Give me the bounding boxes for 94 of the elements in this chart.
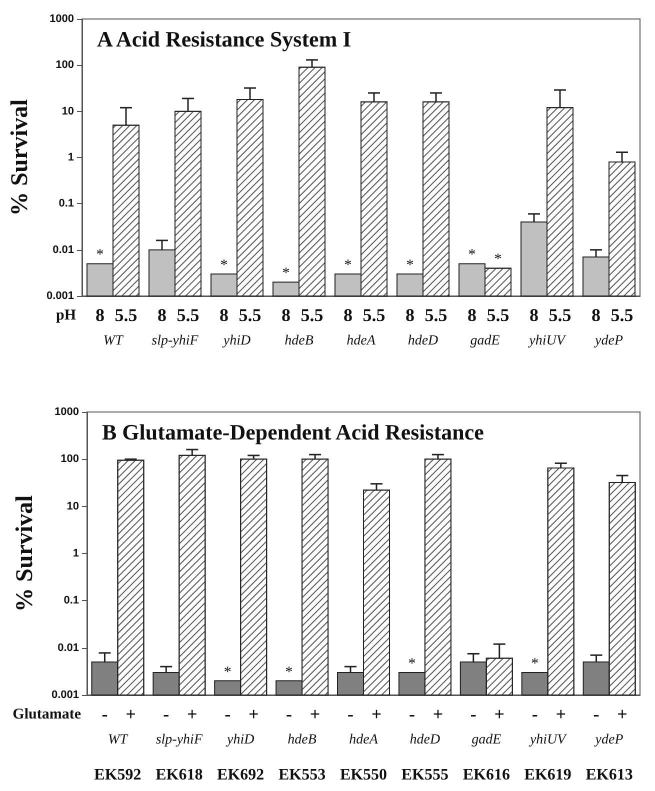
text: - bbox=[532, 704, 538, 724]
y-tick-label: 10 bbox=[62, 105, 74, 118]
text: 5.5 bbox=[176, 305, 200, 325]
x-tick-label: ydeP bbox=[593, 732, 624, 748]
y-tick-label: 1 bbox=[68, 152, 74, 164]
x-tick-label: hdeA bbox=[346, 334, 376, 348]
text: + bbox=[310, 704, 320, 724]
text: 5.5 bbox=[300, 305, 324, 325]
text: EK613 bbox=[586, 766, 633, 784]
series-label: + bbox=[126, 704, 136, 724]
data-label: * bbox=[406, 257, 414, 274]
x-tick-label: WT bbox=[108, 732, 129, 748]
y-tick-label: 0.001 bbox=[46, 290, 74, 302]
x-tick-label: WT bbox=[103, 334, 124, 348]
text: 8 bbox=[592, 305, 600, 325]
text: 8 bbox=[220, 305, 228, 325]
x-tick-label: hdeB bbox=[288, 732, 317, 748]
text: 8 bbox=[468, 305, 476, 325]
text: + bbox=[187, 704, 198, 724]
text: - bbox=[286, 704, 292, 724]
text: + bbox=[556, 704, 566, 724]
y-tick-label: 1000 bbox=[50, 13, 74, 25]
data-label: * bbox=[408, 656, 416, 672]
text: - bbox=[348, 704, 354, 724]
y-tick-label: 0.1 bbox=[64, 594, 79, 607]
data-label: * bbox=[531, 656, 539, 672]
x-tick-label: yhiUV bbox=[527, 334, 566, 348]
x-tick-label: gadE bbox=[472, 732, 502, 748]
data-label: * bbox=[282, 266, 290, 282]
text: - bbox=[593, 704, 600, 724]
chart-title: A Acid Resistance System I bbox=[97, 26, 352, 52]
text: EK553 bbox=[278, 766, 326, 784]
text: EK592 bbox=[94, 766, 142, 784]
text: 5.5 bbox=[238, 305, 262, 325]
text: + bbox=[494, 704, 505, 724]
y-tick-label: 100 bbox=[56, 59, 74, 72]
data-label: * bbox=[224, 664, 232, 680]
x-tick-label: gadE bbox=[470, 334, 500, 348]
x-tick-label: slp-yhiF bbox=[152, 334, 199, 348]
y-axis-title: % Survival bbox=[12, 494, 38, 612]
x-tick-label: yhiUV bbox=[528, 732, 568, 748]
y-tick-label: 0.01 bbox=[58, 642, 79, 654]
chart-title: B Glutamate-Dependent Acid Resistance bbox=[102, 420, 484, 444]
y-tick-label: 0.1 bbox=[58, 198, 74, 210]
x-tick-label: hdeD bbox=[410, 732, 440, 748]
text: - bbox=[163, 704, 170, 724]
x-tick-label: ydeP bbox=[593, 334, 624, 348]
text: - bbox=[408, 704, 415, 724]
y-tick-label: 0.001 bbox=[51, 689, 79, 701]
x-tick-label: hdeD bbox=[408, 334, 438, 348]
x-tick-label: yhiD bbox=[225, 732, 254, 748]
text: EK616 bbox=[462, 766, 510, 784]
y-tick-label: 0.01 bbox=[52, 244, 74, 256]
series-label: 8 bbox=[96, 305, 104, 325]
y-tick-label: 1 bbox=[72, 548, 79, 560]
text: 5.5 bbox=[424, 305, 448, 325]
text: 8 bbox=[158, 305, 166, 325]
x-axis-title: Glutamate bbox=[12, 706, 82, 722]
y-tick-label: 100 bbox=[60, 453, 79, 466]
text: 8 bbox=[406, 305, 414, 325]
data-label: * bbox=[220, 257, 228, 274]
x-tick-label: yhiD bbox=[221, 334, 251, 348]
data-label: * bbox=[96, 247, 104, 264]
data-label: * bbox=[494, 252, 502, 268]
text: + bbox=[432, 704, 444, 724]
text: EK555 bbox=[401, 766, 449, 784]
text: - bbox=[470, 704, 476, 724]
text: 5.5 bbox=[362, 305, 386, 325]
y-tick-label: 1000 bbox=[54, 406, 79, 418]
text: 5.5 bbox=[486, 305, 510, 325]
text: + bbox=[248, 704, 259, 724]
text: EK692 bbox=[217, 766, 264, 784]
text: EK550 bbox=[340, 766, 388, 784]
text: 8 bbox=[530, 305, 538, 325]
data-label: * bbox=[344, 257, 352, 274]
x-tick-label: hdeB bbox=[284, 334, 314, 348]
text: 8 bbox=[344, 305, 352, 325]
text: 5.5 bbox=[548, 305, 572, 325]
data-label: * bbox=[468, 247, 476, 264]
text: - bbox=[224, 704, 231, 724]
x-tick-label: hdeA bbox=[349, 732, 378, 748]
text: 8 bbox=[282, 305, 290, 325]
text: EK619 bbox=[524, 766, 572, 784]
text: 5.5 bbox=[610, 305, 634, 325]
text: + bbox=[371, 704, 382, 724]
series-label: - bbox=[102, 704, 108, 724]
text: + bbox=[617, 704, 628, 724]
text: EK618 bbox=[156, 766, 203, 784]
x-axis-title: pH bbox=[56, 308, 76, 324]
y-axis-title: % Survival bbox=[7, 98, 33, 216]
y-tick-label: 10 bbox=[66, 500, 79, 512]
series-label: 5.5 bbox=[114, 305, 138, 325]
data-label: * bbox=[285, 664, 293, 680]
x-tick-label: slp-yhiF bbox=[156, 732, 203, 748]
